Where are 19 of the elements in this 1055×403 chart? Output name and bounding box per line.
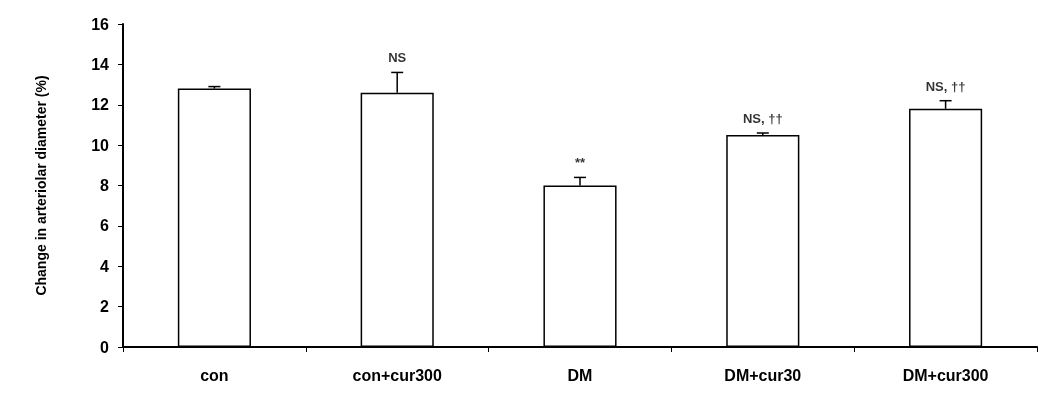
y-tick-label: 8 [100, 177, 110, 194]
x-tick-label: con [200, 366, 229, 384]
y-tick-label: 2 [100, 298, 110, 316]
y-axis-title: Change in arteriolar diameter (%) [33, 75, 49, 296]
annotation: NS, †† [742, 111, 783, 127]
y-tick-label: 6 [100, 217, 110, 235]
y-tick-label: 12 [91, 96, 110, 114]
y-tick-label: 10 [91, 136, 110, 154]
annotation: NS, †† [925, 78, 966, 94]
x-tick-label: con+cur300 [352, 366, 442, 384]
x-tick-label: DM+cur30 [724, 366, 802, 384]
x-tick-label: DM+cur300 [902, 366, 989, 384]
y-tick-label: 14 [91, 55, 110, 73]
y-tick-label: 16 [91, 15, 110, 33]
x-tick-label: DM [567, 366, 593, 384]
annotation: NS [388, 50, 407, 66]
annotation: ** [574, 155, 586, 171]
y-tick-label: 4 [100, 257, 110, 275]
y-tick-label: 0 [100, 338, 110, 356]
